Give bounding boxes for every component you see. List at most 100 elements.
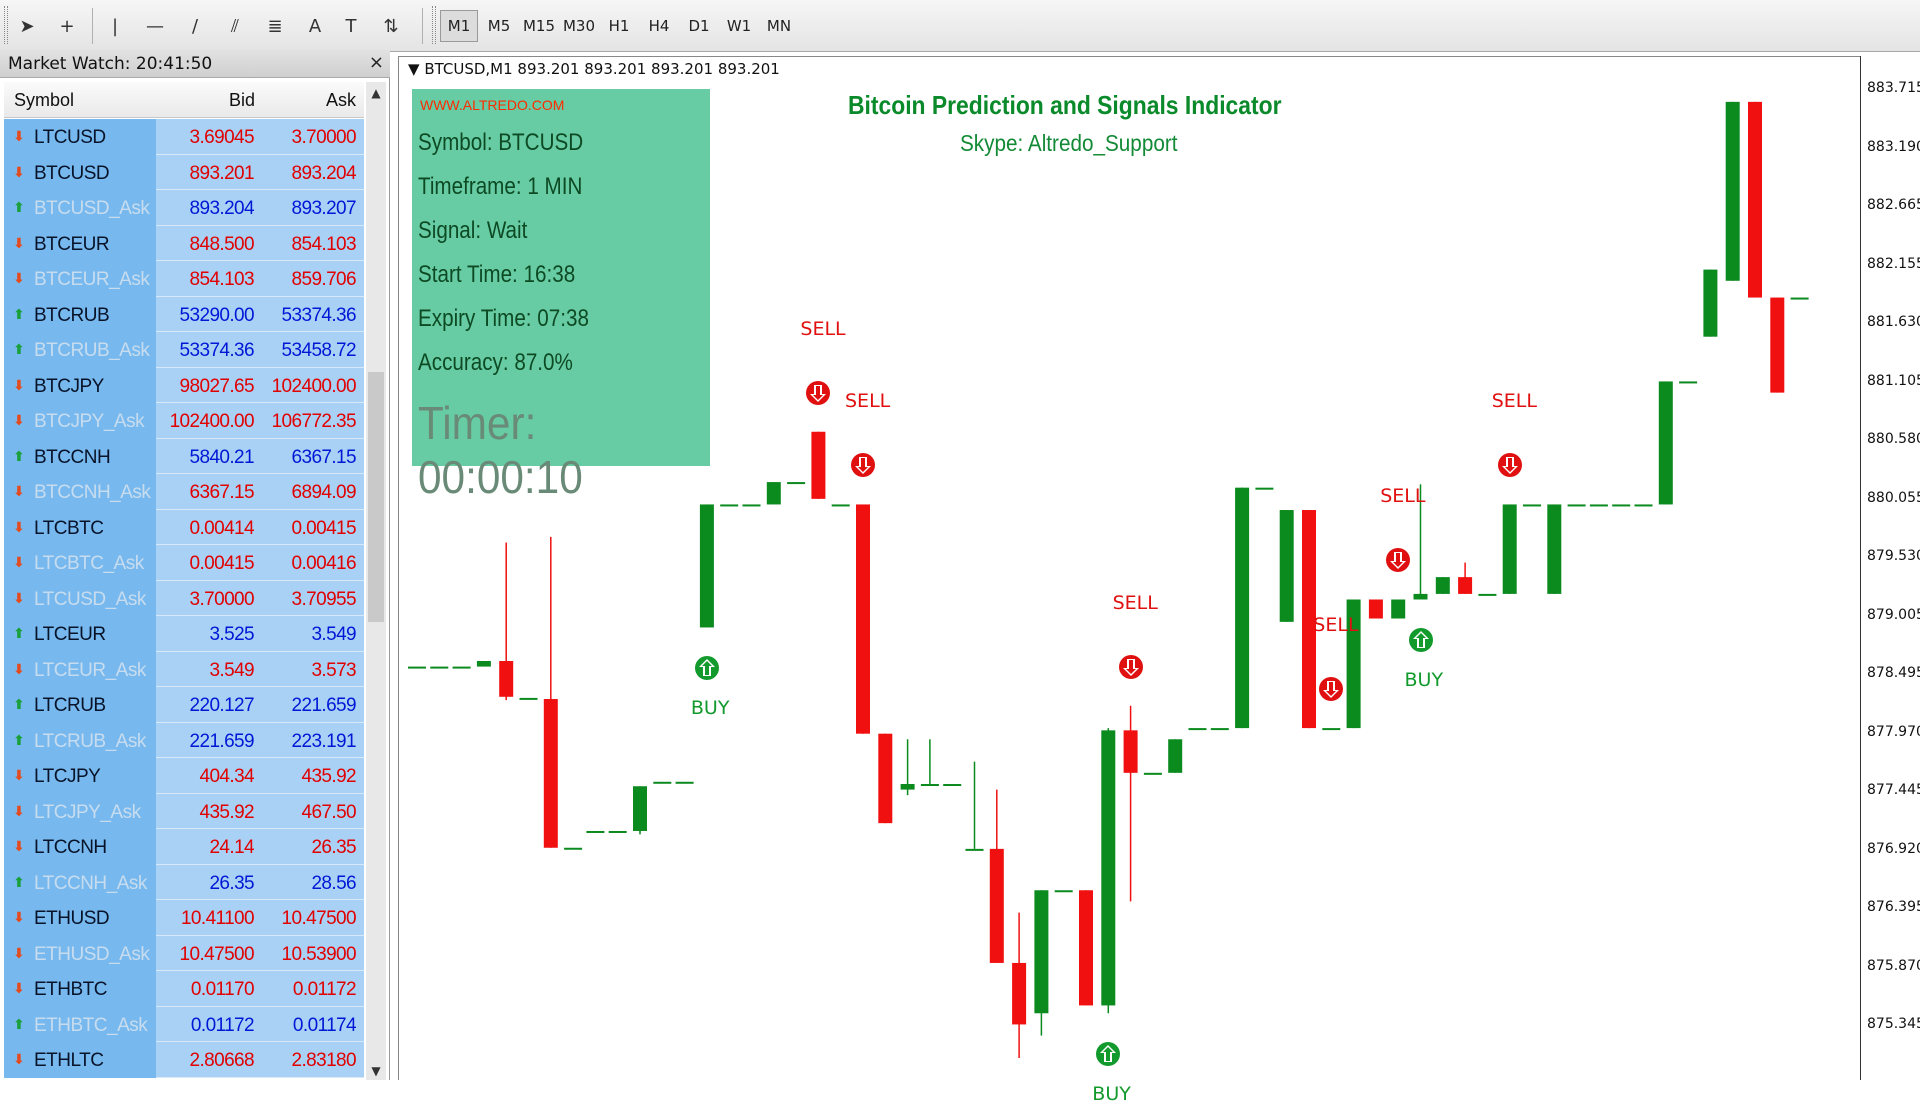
candle[interactable] (1255, 487, 1274, 490)
market-watch-row[interactable]: ⬇ BTCEUR_Ask 854.103 859.706 (4, 261, 364, 297)
candle[interactable] (989, 789, 1004, 963)
candle[interactable] (1054, 890, 1073, 893)
candle[interactable] (1547, 504, 1562, 594)
candle[interactable] (699, 504, 714, 628)
candle[interactable] (1589, 504, 1608, 507)
market-watch-row[interactable]: ⬇ LTCCNH 24.14 26.35 (4, 829, 364, 865)
candle[interactable] (1368, 599, 1383, 619)
market-watch-row[interactable]: ⬆ ETHBTC_Ask 0.01172 0.01174 (4, 1006, 364, 1042)
candle[interactable] (742, 504, 761, 507)
timeframe-toolbar-grip[interactable] (432, 6, 436, 44)
candle[interactable] (1188, 728, 1207, 731)
candle[interactable] (920, 739, 939, 787)
column-header-ask[interactable]: Ask (326, 90, 357, 110)
toolbar-grip[interactable] (4, 6, 8, 44)
horizontal-line-icon[interactable]: — (146, 15, 164, 37)
candle[interactable] (943, 784, 962, 787)
candle[interactable] (1725, 101, 1740, 281)
market-watch-row[interactable]: ⬇ LTCJPY 404.34 435.92 (4, 758, 364, 794)
candle[interactable] (675, 781, 694, 784)
candle[interactable] (633, 786, 647, 835)
candle[interactable] (811, 431, 826, 499)
timeframe-mn-button[interactable]: MN (766, 17, 792, 35)
scrollbar-thumb[interactable] (368, 372, 384, 622)
candle[interactable] (1279, 510, 1294, 622)
market-watch-row[interactable]: ⬇ LTCJPY_Ask 435.92 467.50 (4, 793, 364, 829)
market-watch-row[interactable]: ⬇ BTCCNH_Ask 6367.15 6894.09 (4, 474, 364, 510)
candle[interactable] (1458, 562, 1473, 594)
market-watch-row[interactable]: ⬇ LTCBTC 0.00414 0.00415 (4, 509, 364, 545)
candle[interactable] (1523, 504, 1541, 507)
equidistant-channel-icon[interactable]: ⫽ (230, 15, 240, 37)
candle[interactable] (787, 482, 806, 485)
candle[interactable] (430, 666, 449, 669)
candle[interactable] (1168, 739, 1183, 773)
candle[interactable] (900, 739, 915, 796)
candle[interactable] (1346, 599, 1361, 729)
market-watch-row[interactable]: ⬆ LTCCNH_Ask 26.35 28.56 (4, 864, 364, 900)
candle[interactable] (1391, 599, 1406, 619)
candle[interactable] (1634, 504, 1653, 507)
market-watch-row[interactable]: ⬇ BTCJPY 98027.65 102400.00 (4, 367, 364, 403)
timeframe-h4-button[interactable]: H4 (648, 17, 670, 35)
candle[interactable] (878, 733, 893, 824)
candle[interactable] (831, 504, 850, 507)
text-label-icon[interactable]: T (345, 15, 357, 37)
candle[interactable] (1478, 593, 1497, 596)
candle[interactable] (1790, 297, 1809, 300)
candle[interactable] (543, 536, 558, 848)
timeframe-m15-button[interactable]: M15 (522, 17, 556, 35)
timeframe-d1-button[interactable]: D1 (688, 17, 710, 35)
cursor-icon[interactable]: ➤ (19, 15, 35, 37)
market-watch-row[interactable]: ⬆ BTCRUB_Ask 53374.36 53458.72 (4, 332, 364, 368)
close-icon[interactable]: × (368, 52, 384, 73)
market-watch-row[interactable]: ⬇ BTCUSD 893.201 893.204 (4, 154, 364, 190)
timeframe-m5-button[interactable]: M5 (487, 17, 511, 35)
candle[interactable] (452, 666, 471, 669)
vertical-line-icon[interactable]: | (111, 15, 119, 37)
candle[interactable] (1079, 890, 1093, 1006)
timeframe-h1-button[interactable]: H1 (608, 17, 630, 35)
candle[interactable] (1435, 577, 1450, 594)
market-watch-row[interactable]: ⬆ BTCUSD_Ask 893.204 893.207 (4, 190, 364, 226)
candle[interactable] (720, 504, 739, 507)
candle[interactable] (1703, 269, 1718, 337)
candle[interactable] (653, 781, 672, 784)
market-watch-row[interactable]: ⬇ ETHLTC 2.80668 2.83180 (4, 1042, 364, 1078)
trendline-icon[interactable]: / (191, 15, 199, 37)
indicator-website[interactable]: WWW.ALTREDO.COM (420, 97, 565, 113)
candle[interactable] (499, 542, 514, 701)
candle[interactable] (766, 482, 781, 505)
candle[interactable] (1143, 772, 1162, 775)
fibonacci-icon[interactable]: ≣ (267, 15, 283, 37)
timeframe-w1-button[interactable]: W1 (726, 17, 752, 35)
market-watch-row[interactable]: ⬆ LTCEUR 3.525 3.549 (4, 616, 364, 652)
price-chart[interactable] (398, 56, 1860, 1080)
market-watch-row[interactable]: ⬇ LTCBTC_Ask 0.00415 0.00416 (4, 545, 364, 581)
market-watch-row[interactable]: ⬇ ETHBTC 0.01170 0.01172 (4, 971, 364, 1007)
text-icon[interactable]: A (308, 15, 322, 37)
candle[interactable] (608, 830, 627, 833)
candle[interactable] (1567, 504, 1586, 507)
market-watch-row[interactable]: ⬇ BTCEUR 848.500 854.103 (4, 225, 364, 261)
candle[interactable] (1034, 890, 1049, 1036)
market-watch-row[interactable]: ⬆ LTCRUB_Ask 221.659 223.191 (4, 722, 364, 758)
market-watch-row[interactable]: ⬇ ETHUSD_Ask 10.47500 10.53900 (4, 935, 364, 971)
market-watch-row[interactable]: ⬇ LTCUSD 3.69045 3.70000 (4, 119, 364, 155)
candle[interactable] (1679, 381, 1698, 384)
market-watch-row[interactable]: ⬆ BTCCNH 5840.21 6367.15 (4, 438, 364, 474)
candle[interactable] (1123, 705, 1138, 902)
candle[interactable] (1302, 510, 1316, 729)
candle[interactable] (856, 504, 870, 734)
market-watch-row[interactable]: ⬇ LTCUSD_Ask 3.70000 3.70955 (4, 580, 364, 616)
column-header-symbol[interactable]: Symbol (14, 90, 75, 110)
candle[interactable] (1748, 101, 1762, 298)
market-watch-row[interactable]: ⬆ BTCRUB 53290.00 53374.36 (4, 296, 364, 332)
market-watch-row[interactable]: ⬇ BTCJPY_Ask 102400.00 106772.35 (4, 403, 364, 439)
column-header-bid[interactable]: Bid (229, 90, 256, 110)
candle[interactable] (519, 697, 538, 700)
timeframe-m1-button[interactable]: M1 (440, 10, 478, 42)
arrows-menu-icon[interactable]: ⇅ (383, 15, 399, 37)
scroll-up-icon[interactable]: ▲ (371, 86, 381, 100)
candle[interactable] (1210, 728, 1229, 731)
